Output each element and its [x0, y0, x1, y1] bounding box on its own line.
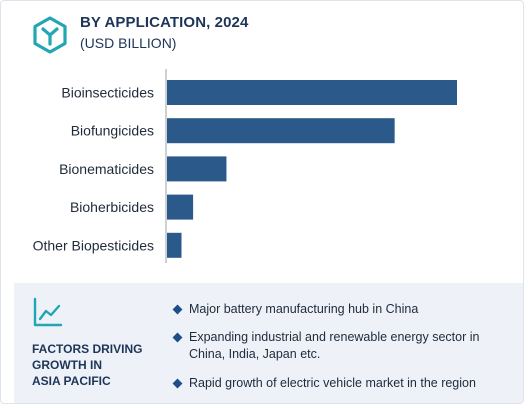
- factor-text: Expanding industrial and renewable energ…: [189, 330, 480, 361]
- chart-subtitle: (USD BILLION): [80, 35, 177, 51]
- bar-bioherbicides: [167, 194, 194, 220]
- factors-title-line-1: FACTORS DRIVING: [32, 342, 143, 356]
- category-label: Bioherbicides: [70, 199, 154, 215]
- factors-title: FACTORS DRIVING GROWTH IN ASIA PACIFIC: [32, 341, 162, 389]
- category-label: Biofungicides: [71, 123, 154, 139]
- trend-line-icon: [33, 297, 63, 327]
- hexagon-y-logo-icon: [33, 16, 67, 54]
- bar-bioinsecticides: [167, 80, 457, 105]
- factors-list: Major battery manufacturing hub in China…: [172, 301, 517, 392]
- bar-bionematicides: [167, 156, 227, 182]
- factor-text: Major battery manufacturing hub in China: [189, 302, 419, 316]
- bar-chart: Bioinsecticides Biofungicides Bionematicid…: [33, 69, 457, 263]
- factors-title-line-3: ASIA PACIFIC: [32, 374, 111, 388]
- diamond-bullet-icon: [172, 304, 183, 315]
- category-label: Bioinsecticides: [61, 85, 154, 101]
- bar-other-biopesticides: [167, 232, 182, 258]
- factor-item: Expanding industrial and renewable energ…: [172, 329, 517, 363]
- chart-title: BY APPLICATION, 2024: [80, 14, 249, 31]
- factors-title-line-2: GROWTH IN: [32, 358, 102, 372]
- diamond-bullet-icon: [172, 332, 183, 343]
- diamond-bullet-icon: [172, 378, 183, 389]
- category-label: Bionematicides: [59, 161, 154, 177]
- factor-item: Major battery manufacturing hub in China: [172, 301, 517, 318]
- bar-biofungicides: [167, 118, 395, 144]
- factor-text: Rapid growth of electric vehicle market …: [189, 376, 476, 390]
- category-label: Other Biopesticides: [33, 237, 154, 253]
- factor-item: Rapid growth of electric vehicle market …: [172, 375, 517, 392]
- factors-panel: FACTORS DRIVING GROWTH IN ASIA PACIFIC M…: [14, 283, 523, 403]
